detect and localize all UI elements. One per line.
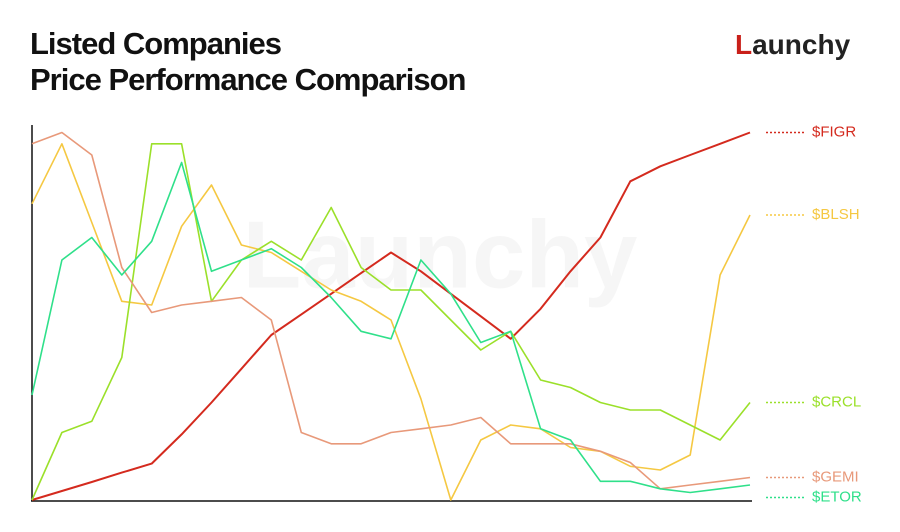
series-line: [31, 161, 751, 494]
legend-label: $CRCL: [812, 393, 861, 410]
series-line: [31, 131, 751, 490]
legend-label: $ETOR: [812, 488, 862, 505]
series-line: [31, 143, 751, 501]
series-line: [31, 143, 751, 501]
chart-title-line: Listed Companies: [30, 26, 281, 61]
plot-area: [31, 125, 752, 502]
logo-rest: aunchy: [752, 29, 850, 60]
series-line: [31, 131, 751, 501]
watermark: Launchy: [243, 201, 638, 308]
legend-label: $GEMI: [812, 468, 859, 485]
legend-label: $BLSH: [812, 206, 860, 223]
chart-title-line: Price Performance Comparison: [30, 62, 466, 97]
logo-initial: L: [735, 29, 752, 60]
logo: Launchy: [735, 29, 851, 60]
legend-label: $FIGR: [812, 123, 856, 140]
